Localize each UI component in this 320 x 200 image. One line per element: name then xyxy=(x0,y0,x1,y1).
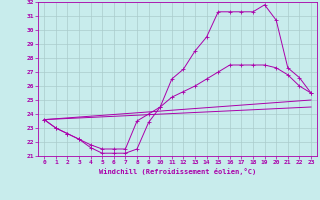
X-axis label: Windchill (Refroidissement éolien,°C): Windchill (Refroidissement éolien,°C) xyxy=(99,168,256,175)
